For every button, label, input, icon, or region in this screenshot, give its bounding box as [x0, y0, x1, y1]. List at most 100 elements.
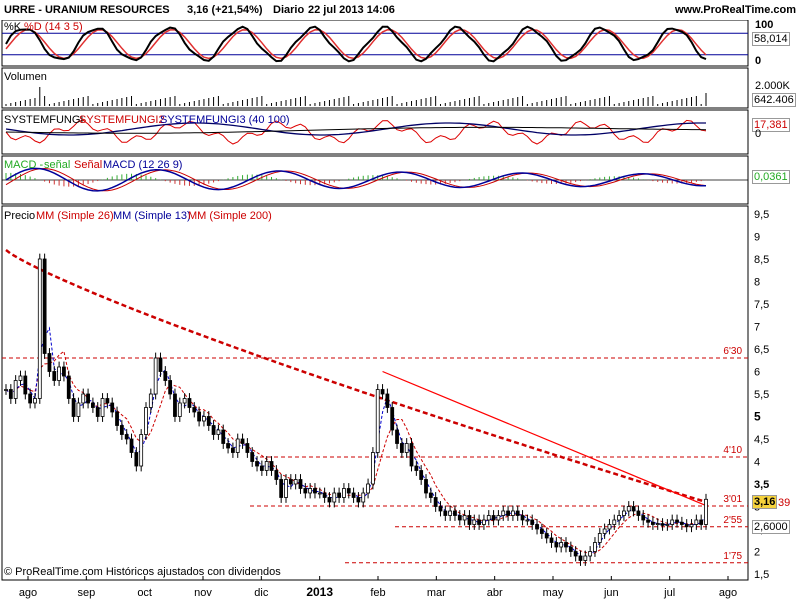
volume-bar — [348, 96, 350, 106]
candle — [689, 524, 694, 528]
stoch-k-line — [5, 25, 707, 63]
candle — [457, 515, 462, 521]
price-ytick: 1,5 — [754, 569, 769, 581]
candle — [443, 510, 448, 516]
candle — [158, 357, 163, 372]
candle — [491, 515, 496, 521]
volume-bar — [618, 103, 620, 106]
volume-bar — [372, 100, 374, 106]
system3-label: SYSTEMFUNGI3 (40 100) — [160, 114, 290, 126]
volume-bar — [623, 102, 625, 106]
volume-bar — [116, 99, 118, 106]
candle — [554, 542, 559, 548]
candle — [419, 470, 424, 480]
volume-bar — [386, 97, 388, 106]
candle — [298, 479, 303, 489]
volume-bar — [579, 102, 581, 106]
volume-bar — [565, 96, 567, 106]
volume-label: Volumen — [4, 71, 47, 83]
candle — [356, 497, 361, 503]
candle — [8, 389, 13, 399]
macd-value-box: 0,0361 — [752, 170, 790, 184]
candle — [240, 438, 245, 444]
volume-bar — [280, 101, 282, 106]
volume-bar — [473, 97, 475, 106]
volume-bar — [444, 103, 446, 106]
candle — [612, 519, 617, 525]
candle — [337, 492, 342, 498]
volume-bar — [353, 104, 355, 106]
candle — [370, 452, 375, 485]
candle — [679, 521, 684, 525]
volume-bar — [73, 99, 75, 106]
volume-bar — [63, 101, 65, 106]
stoch-axis-0: 0 — [755, 55, 762, 67]
volume-bar — [39, 87, 41, 106]
volume-bar — [560, 97, 562, 106]
volume-bar — [676, 100, 678, 106]
volume-bar — [686, 98, 688, 106]
price-ytick: 8 — [754, 277, 760, 289]
level-label: 2'55 — [723, 515, 742, 526]
candle — [279, 479, 284, 498]
volume-bar — [522, 96, 524, 106]
candle — [206, 416, 211, 426]
xtick-year: 2013 — [306, 585, 333, 599]
price-label: Precio — [4, 210, 36, 222]
level-label: 6'30 — [723, 346, 742, 357]
candle — [535, 524, 539, 530]
volume-bar — [92, 104, 94, 106]
volume-bar — [584, 101, 586, 106]
volume-bar — [328, 100, 330, 106]
volume-bar — [164, 98, 166, 106]
candle — [221, 429, 226, 444]
volume-bar — [666, 102, 668, 106]
candle — [226, 443, 230, 449]
candle — [52, 371, 57, 381]
volume-bar — [256, 97, 258, 106]
volume-bar — [159, 99, 161, 106]
volume-bar — [290, 99, 292, 106]
candle — [81, 393, 86, 404]
system-axis-0: 0 — [755, 128, 762, 140]
candle — [76, 402, 81, 417]
candle — [670, 519, 675, 525]
candle — [510, 510, 515, 516]
candle — [399, 443, 404, 453]
macd2-label: señal — [44, 159, 71, 171]
volume-bar — [102, 102, 104, 106]
candle — [42, 258, 47, 354]
volume-bar — [58, 102, 60, 106]
xtick-month: feb — [370, 587, 385, 599]
candle — [622, 510, 626, 516]
candle — [578, 555, 583, 561]
candle — [684, 524, 689, 528]
volume-bar — [681, 99, 683, 106]
volume-bar — [155, 100, 157, 106]
candle — [525, 519, 530, 522]
system1-label: SYSTEMFUNGI — [4, 114, 84, 126]
mm200-line — [5, 249, 707, 504]
candle — [119, 425, 124, 435]
price-ytick: 4 — [754, 457, 760, 469]
candle — [71, 398, 76, 417]
candle — [33, 398, 37, 404]
volume-bar — [208, 98, 210, 106]
volume-bar — [106, 101, 108, 106]
volume-bar — [541, 101, 543, 106]
candle — [148, 393, 153, 408]
candle — [327, 497, 332, 503]
price-value-tail: 39 — [778, 497, 791, 509]
mm200-label: MM (Simple 200) — [188, 210, 272, 222]
candle — [626, 506, 631, 512]
volume-bar — [237, 101, 239, 106]
candle — [655, 523, 660, 525]
price-change: 3,16 (+21,54%) — [187, 4, 263, 16]
brand-label[interactable]: www.ProRealTime.com — [674, 4, 796, 16]
volume-bar — [526, 104, 528, 106]
volume-bar — [319, 102, 321, 106]
volume-bar — [589, 100, 591, 106]
volume-bar — [391, 96, 393, 106]
volume-bar — [493, 102, 495, 106]
candle — [95, 407, 100, 417]
